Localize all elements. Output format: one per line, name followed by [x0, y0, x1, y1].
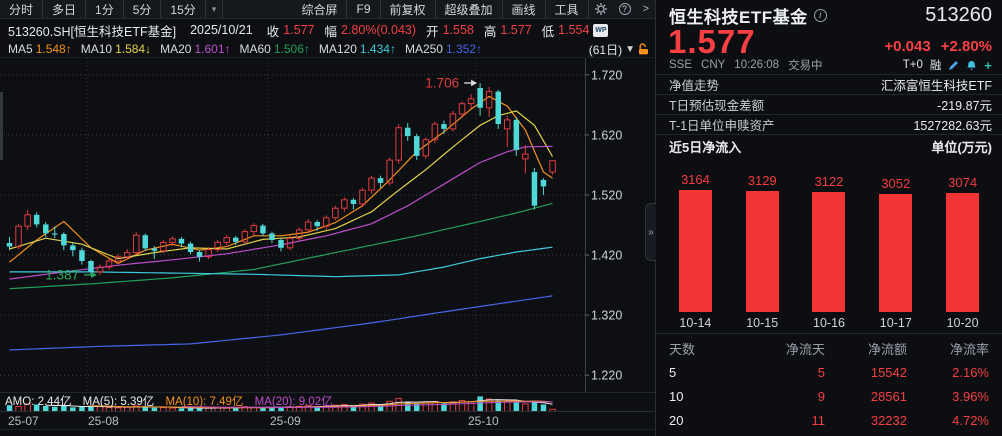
flow-date-labels: 10-14 10-15 10-16 10-17 10-20 — [679, 315, 979, 330]
net-inflow-table: 天数 净流天 净流额 净流率 5 5 15542 2.16% 10 9 2856… — [656, 333, 1002, 432]
unit-asset-row: T-1日单位申赎资产 1527282.63元 — [656, 114, 1002, 134]
symbol-name: 513260.SH[恒生科技ETF基金] — [8, 24, 177, 39]
bottom-strip — [0, 429, 655, 436]
tab-multiday[interactable]: 多日 — [43, 0, 87, 18]
amo-value: AMO: 2.44亿 — [5, 396, 72, 408]
composite-screen-button[interactable]: 综合屏 — [292, 0, 348, 18]
collapse-triangle-icon[interactable]: ▼ — [625, 43, 635, 55]
svg-text:1.220: 1.220 — [591, 369, 622, 383]
tab-15min[interactable]: 15分 — [161, 0, 206, 18]
amo-legend-row: AMO: 2.44亿 MA(5): 5.39亿 MA(10): 7.49亿 MA… — [5, 393, 341, 409]
table-row: 10 9 28561 3.96% — [669, 388, 989, 404]
chart-toolbar: 分时 多日 1分 5分 15分 ▾ 综合屏 F9 前复权 超级叠加 画线 工具 … — [0, 0, 655, 19]
last-price: 1.577 — [668, 23, 756, 60]
fund-code: 513260 — [925, 3, 992, 26]
tab-1min[interactable]: 1分 — [86, 0, 124, 18]
high-value: 1.577 — [500, 23, 532, 37]
ma5-value: 1.548 — [35, 42, 66, 56]
tools-button[interactable]: 工具 — [546, 0, 589, 18]
flow-chart-title: 近5日净流入 — [669, 139, 742, 155]
nav-trend-row[interactable]: 净值走势 汇添富恒生科技ETF — [656, 74, 1002, 94]
fund-info-panel: 恒生科技ETF基金 i 513260 1.577 +0.043 +2.80% SS… — [655, 0, 1002, 436]
draw-line-button[interactable]: 画线 — [503, 0, 546, 18]
x-label-jul: 25-07 — [8, 414, 39, 428]
info-icon[interactable]: i — [813, 8, 827, 22]
x-label-oct: 25-10 — [468, 414, 499, 428]
cash-diff-value: -219.87元 — [937, 99, 992, 113]
add-to-watchlist-icon[interactable]: + — [984, 57, 992, 73]
x-axis-row: 25-07 25-08 25-09 25-10 — [0, 411, 655, 429]
ma120-value: 1.434 — [359, 42, 390, 56]
tab-5min[interactable]: 5分 — [124, 0, 162, 18]
low-value: 1.554 — [558, 23, 590, 37]
ma250-value: 1.352 — [445, 42, 477, 56]
x-label-aug: 25-08 — [88, 414, 119, 428]
x-label-sep: 25-09 — [270, 414, 301, 428]
amo-ma20: MA(20): 9.02亿 — [254, 396, 333, 408]
svg-text:1.620: 1.620 — [591, 128, 622, 142]
table-header-row: 天数 净流天 净流额 净流率 — [669, 341, 989, 357]
unit-asset-value: 1527282.63元 — [913, 119, 992, 133]
ma60-value: 1.506 — [273, 42, 304, 56]
ma20-value: 1.601 — [194, 42, 225, 56]
period-dropdown-icon[interactable]: ▾ — [206, 0, 224, 18]
linked-fund-name: 汇添富恒生科技ETF — [880, 79, 992, 93]
svg-text:1.387: 1.387 — [45, 267, 79, 282]
tab-timeshare[interactable]: 分时 — [0, 0, 44, 18]
candlestick-chart[interactable]: 1.720 1.620 1.520 1.420 1.320 1.220 1.387 1.706 — [0, 58, 655, 392]
svg-text:1.720: 1.720 — [591, 68, 622, 82]
amo-ma10: MA(10): 7.49亿 — [165, 396, 244, 408]
flow-bar: 3074 — [929, 157, 996, 312]
panel-collapse-handle[interactable]: » — [645, 203, 656, 261]
t0-badge: T+0 — [902, 59, 923, 71]
f9-button[interactable]: F9 — [347, 0, 381, 18]
alert-bell-icon[interactable] — [966, 60, 977, 71]
flow-bar: 3164 — [662, 157, 729, 312]
ma10-value: 1.584 — [115, 42, 146, 56]
table-row: 5 5 15542 2.16% — [669, 364, 989, 380]
cash-diff-row: T日预估现金差额 -219.87元 — [656, 94, 1002, 114]
left-edge-strip — [0, 92, 3, 160]
settings-gear-icon[interactable] — [589, 0, 613, 18]
change-value: 2.80%(0.043) — [340, 23, 417, 37]
super-overlay-button[interactable]: 超级叠加 — [436, 0, 503, 18]
flow-bar: 3052 — [862, 157, 929, 312]
amo-ma5: MA(5): 5.39亿 — [82, 396, 155, 408]
flow-chart-unit: 单位(万元) — [931, 139, 992, 155]
flow-bar: 3122 — [796, 157, 863, 312]
net-inflow-bar-chart: 3164 3129 3122 3052 3074 — [656, 157, 1002, 312]
open-value: 1.558 — [442, 23, 474, 37]
quote-time: 10:26:08 — [734, 59, 780, 71]
margin-badge[interactable]: 融 — [929, 60, 942, 72]
table-row: 20 11 32232 4.72% — [669, 412, 989, 428]
quote-info-row: 513260.SH[恒生科技ETF基金] 2025/10/21 收 1.577 … — [0, 19, 655, 41]
flow-bar: 3129 — [729, 157, 796, 312]
fund-name: 恒生科技ETF基金 — [669, 7, 808, 27]
exchange-label: SSE — [669, 59, 693, 71]
currency-label: CNY — [701, 59, 726, 71]
ma-legend-row: MA5 1.548 ↑ MA10 1.584 ↓ MA20 1.601 ↑ MA60 1.50… — [0, 41, 655, 58]
volume-pane[interactable]: AMO: 2.44亿 MA(5): 5.39亿 MA(10): 7.49亿 MA… — [0, 392, 655, 413]
wp-badge[interactable]: WP — [593, 23, 609, 37]
svg-text:1.320: 1.320 — [591, 309, 622, 323]
period-count[interactable]: (61日) — [588, 42, 623, 57]
unlock-icon[interactable] — [638, 43, 649, 55]
toolbar-expand-icon[interactable]: > — [642, 3, 649, 15]
price-change-pct: +2.80% — [940, 38, 992, 55]
help-icon[interactable]: ? — [613, 0, 637, 18]
svg-text:1.706: 1.706 — [425, 76, 459, 91]
chart-area: 分时 多日 1分 5分 15分 ▾ 综合屏 F9 前复权 超级叠加 画线 工具 … — [0, 0, 655, 436]
market-status: 交易中 — [788, 60, 823, 72]
svg-text:1.520: 1.520 — [591, 189, 622, 203]
edit-pencil-icon[interactable] — [948, 60, 959, 71]
forward-adjust-button[interactable]: 前复权 — [381, 0, 436, 18]
svg-text:1.420: 1.420 — [591, 249, 622, 263]
close-value: 1.577 — [283, 23, 315, 37]
price-change: +0.043 — [884, 38, 931, 55]
trade-date: 2025/10/21 — [190, 23, 253, 37]
